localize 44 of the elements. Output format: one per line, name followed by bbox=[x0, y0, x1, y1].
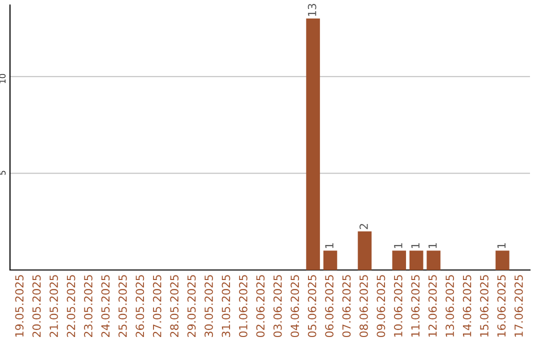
data-label: 1 bbox=[497, 243, 506, 248]
bar bbox=[409, 250, 424, 270]
x-tick-label: 26.05.2025 bbox=[136, 275, 144, 337]
x-tick-label: 08.06.2025 bbox=[360, 275, 368, 338]
x-tick-label: 06.06.2025 bbox=[325, 275, 334, 338]
x-tick-label: 19.05.2025 bbox=[15, 275, 24, 337]
bar bbox=[358, 231, 372, 270]
x-tick-label: 09.06.2025 bbox=[376, 275, 386, 338]
x-tick-label: 12.06.2025 bbox=[428, 275, 437, 337]
x-tick-label: 22.05.2025 bbox=[66, 275, 76, 337]
x-tick-label: 05.06.2025 bbox=[308, 275, 316, 338]
x-tick-label: 10.06.2025 bbox=[394, 275, 402, 337]
bar bbox=[426, 250, 440, 270]
data-label: 13 bbox=[308, 4, 316, 16]
x-tick-label: 15.06.2025 bbox=[480, 275, 488, 337]
data-label: 1 bbox=[325, 243, 334, 248]
data-label: 2 bbox=[360, 224, 368, 230]
x-tick-label: 07.06.2025 bbox=[342, 275, 351, 338]
x-tick-label: 27.05.2025 bbox=[152, 275, 162, 337]
data-label: 1 bbox=[394, 243, 402, 248]
x-tick-label: 31.05.2025 bbox=[222, 275, 230, 337]
x-tick-label: 04.06.2025 bbox=[290, 275, 300, 338]
x-tick-label: 21.05.2025 bbox=[50, 275, 58, 337]
x-tick-label: 29.05.2025 bbox=[187, 275, 196, 337]
x-tick-label: 20.05.2025 bbox=[32, 275, 41, 337]
x-tick-label: 25.05.2025 bbox=[118, 275, 127, 337]
bar bbox=[496, 250, 510, 270]
bar bbox=[392, 250, 406, 270]
x-tick-label: 11.06.2025 bbox=[411, 275, 420, 337]
x-tick-label: 03.06.2025 bbox=[273, 275, 282, 338]
data-label: 1 bbox=[411, 243, 420, 248]
data-label: 1 bbox=[428, 243, 437, 248]
x-tick-label: 30.05.2025 bbox=[204, 275, 213, 337]
x-tick-label: 01.06.2025 bbox=[238, 275, 248, 338]
x-tick-label: 16.06.2025 bbox=[497, 275, 506, 337]
bar bbox=[306, 18, 320, 270]
bar bbox=[323, 250, 338, 270]
x-tick-label: 24.05.2025 bbox=[101, 275, 110, 337]
x-tick-label: 14.06.2025 bbox=[462, 275, 472, 337]
x-tick-label: 28.05.2025 bbox=[170, 275, 179, 337]
x-tick-label: 02.06.2025 bbox=[256, 275, 265, 338]
x-tick-label: 13.06.2025 bbox=[446, 275, 454, 337]
x-tick-label: 23.05.2025 bbox=[84, 275, 92, 337]
x-tick-label: 17.06.2025 bbox=[514, 275, 523, 337]
